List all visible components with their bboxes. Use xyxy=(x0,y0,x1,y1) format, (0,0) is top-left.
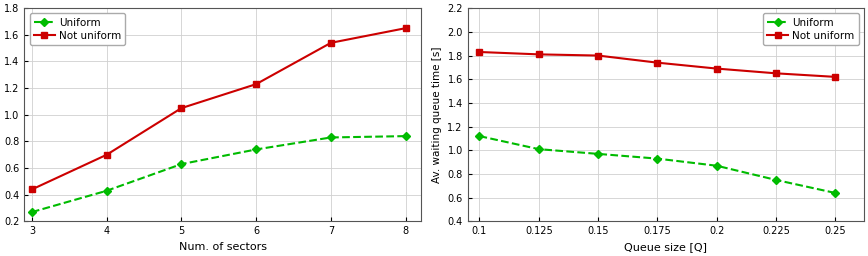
Uniform xyxy=(102,189,112,192)
Not uniform xyxy=(534,53,544,56)
Not uniform xyxy=(652,61,662,64)
Uniform xyxy=(652,157,662,160)
Not uniform xyxy=(474,50,484,54)
Not uniform xyxy=(27,188,37,191)
Uniform xyxy=(771,178,781,182)
Uniform xyxy=(326,136,336,139)
Line: Not uniform: Not uniform xyxy=(29,25,409,193)
Not uniform xyxy=(102,153,112,156)
Uniform xyxy=(474,135,484,138)
Line: Not uniform: Not uniform xyxy=(477,49,838,80)
Not uniform xyxy=(830,75,840,78)
Not uniform xyxy=(326,41,336,44)
Uniform xyxy=(400,135,411,138)
Uniform xyxy=(176,163,187,166)
Not uniform xyxy=(400,27,411,30)
Uniform xyxy=(251,148,261,151)
Line: Uniform: Uniform xyxy=(477,133,838,196)
Not uniform xyxy=(251,83,261,86)
Not uniform xyxy=(176,106,187,110)
Uniform xyxy=(593,152,603,155)
Not uniform xyxy=(593,54,603,57)
Uniform xyxy=(534,148,544,151)
X-axis label: Num. of sectors: Num. of sectors xyxy=(179,242,266,252)
Line: Uniform: Uniform xyxy=(29,133,409,215)
Uniform xyxy=(712,164,722,167)
Legend: Uniform, Not uniform: Uniform, Not uniform xyxy=(763,13,858,45)
X-axis label: Queue size [Q]: Queue size [Q] xyxy=(624,242,707,252)
Y-axis label: Av. waiting queue time [s]: Av. waiting queue time [s] xyxy=(431,47,442,183)
Legend: Uniform, Not uniform: Uniform, Not uniform xyxy=(30,13,125,45)
Uniform xyxy=(27,210,37,214)
Not uniform xyxy=(712,67,722,70)
Uniform xyxy=(830,191,840,195)
Not uniform xyxy=(771,72,781,75)
